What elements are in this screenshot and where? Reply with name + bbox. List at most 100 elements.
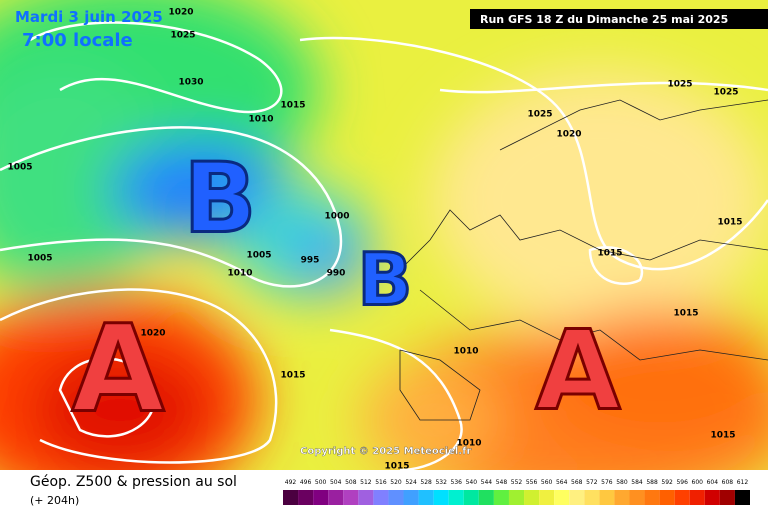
isobar-label: 1015 xyxy=(280,371,305,381)
isobar-label: 995 xyxy=(301,256,320,266)
isobar-label: 1025 xyxy=(713,88,738,98)
scale-swatch xyxy=(493,490,509,505)
scale-label: 492 xyxy=(285,479,297,486)
scale-swatch xyxy=(388,490,404,505)
scale-swatch xyxy=(313,490,329,505)
center-letters: B B A A xyxy=(70,141,622,441)
scale-label: 540 xyxy=(466,479,478,486)
isobar-label: 1015 xyxy=(384,462,409,472)
scale-label: 536 xyxy=(451,479,463,486)
isobar-label: 1020 xyxy=(168,8,193,18)
scale-swatch xyxy=(463,490,479,505)
scale-label: 504 xyxy=(330,479,342,486)
scale-label: 524 xyxy=(405,479,417,486)
scale-label: 564 xyxy=(556,479,568,486)
isobar-label: 1005 xyxy=(246,251,271,261)
scale-swatch xyxy=(524,490,540,505)
scale-swatch xyxy=(704,490,720,505)
isobar-label: 990 xyxy=(327,269,346,279)
scale-swatch xyxy=(539,490,555,505)
scale-swatch xyxy=(569,490,585,505)
scale-swatch xyxy=(734,490,750,505)
low-pressure-center: B xyxy=(183,142,256,254)
scale-label: 604 xyxy=(707,479,719,486)
scale-swatch xyxy=(644,490,660,505)
scale-label: 552 xyxy=(511,479,523,486)
scale-swatch xyxy=(298,490,314,505)
scale-swatch xyxy=(629,490,645,505)
scale-swatch xyxy=(659,490,675,505)
scale-swatch xyxy=(554,490,570,505)
scale-label: 572 xyxy=(586,479,598,486)
isobar-label: 1005 xyxy=(27,254,52,264)
isobar-label: 1010 xyxy=(227,269,252,279)
scale-label: 560 xyxy=(541,479,553,486)
scale-swatch xyxy=(478,490,494,505)
run-info: Run GFS 18 Z du Dimanche 25 mai 2025 xyxy=(480,13,728,26)
scale-label: 612 xyxy=(737,479,749,486)
scale-swatch xyxy=(674,490,690,505)
isobar-label: 1020 xyxy=(556,130,581,140)
scale-swatch xyxy=(614,490,630,505)
isobar-label: 1000 xyxy=(324,212,349,222)
isobar-label: 1030 xyxy=(178,78,203,88)
isobar-label: 1010 xyxy=(456,439,481,449)
isobar-label: 1010 xyxy=(248,115,273,125)
scale-swatch xyxy=(433,490,449,505)
run-box xyxy=(470,9,768,29)
scale-label: 580 xyxy=(616,479,628,486)
scale-swatch xyxy=(448,490,464,505)
scale-swatch xyxy=(584,490,600,505)
scale-label: 588 xyxy=(646,479,658,486)
local-time: 7:00 locale xyxy=(22,30,133,51)
isobar-label: 1015 xyxy=(597,249,622,259)
scale-label: 568 xyxy=(571,479,583,486)
isobar-label: 1015 xyxy=(280,101,305,111)
isobar-labels: 1020 1025 1030 1015 1010 1005 1005 1000 995 990 10… xyxy=(7,8,742,472)
scale-label: 548 xyxy=(496,479,508,486)
scale-label: 592 xyxy=(661,479,673,486)
isobar-label: 1015 xyxy=(710,431,735,441)
high-pressure-center: A xyxy=(535,306,620,434)
scale-label: 596 xyxy=(676,479,688,486)
scale-label: 584 xyxy=(631,479,643,486)
scale-label: 576 xyxy=(601,479,613,486)
scale-label: 520 xyxy=(390,479,402,486)
copyright: Copyright © 2025 Meteociel.fr xyxy=(300,446,471,457)
scale-label: 608 xyxy=(722,479,734,486)
isobar-label: 1005 xyxy=(7,163,32,173)
scale-swatch xyxy=(719,490,735,505)
scale-swatch xyxy=(343,490,359,505)
isobar-label: 1010 xyxy=(453,347,478,357)
scale-label: 516 xyxy=(375,479,387,486)
scale-swatch xyxy=(328,490,344,505)
scale-swatch xyxy=(403,490,419,505)
scale-swatch xyxy=(599,490,615,505)
scale-label: 528 xyxy=(420,479,432,486)
scale-swatch xyxy=(358,490,374,505)
scale-label: 500 xyxy=(315,479,327,486)
lead-time: (+ 204h) xyxy=(30,494,79,507)
scale-swatch xyxy=(373,490,389,505)
scale-swatch xyxy=(283,490,299,505)
isobar-label: 1025 xyxy=(667,80,692,90)
scale-label: 508 xyxy=(345,479,357,486)
valid-date: Mardi 3 juin 2025 xyxy=(15,8,163,26)
scale-label: 512 xyxy=(360,479,372,486)
low-pressure-center: B xyxy=(358,238,413,322)
isobar-label: 1020 xyxy=(140,329,165,339)
isobar-label: 1015 xyxy=(717,218,742,228)
scale-label: 496 xyxy=(300,479,312,486)
legend-title: Géop. Z500 & pression au sol xyxy=(30,474,237,490)
scale-label: 600 xyxy=(692,479,704,486)
scale-swatch xyxy=(418,490,434,505)
scale-swatch xyxy=(689,490,705,505)
isobar-label: 1015 xyxy=(673,309,698,319)
isobar-label: 1025 xyxy=(170,31,195,41)
color-scale: 492 496 500 504 508 512 516 520 524 528 532 536 540 5… xyxy=(283,479,750,505)
scale-label: 532 xyxy=(435,479,447,486)
scale-label: 556 xyxy=(526,479,538,486)
